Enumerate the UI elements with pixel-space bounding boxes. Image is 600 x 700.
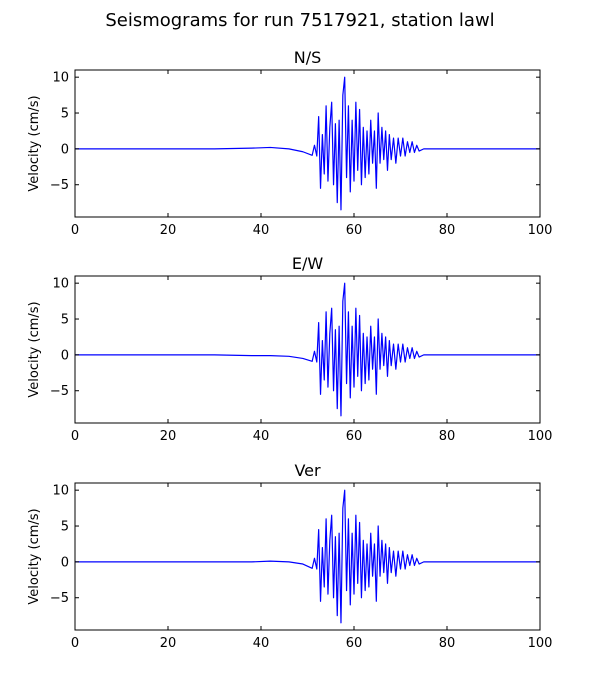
x-tick-label: 60 [346,636,363,651]
y-axis-label: Velocity (cm/s) [27,95,42,191]
x-tick-label: 80 [439,429,456,444]
y-tick-label: 0 [61,348,69,363]
x-tick-label: 60 [346,223,363,238]
figure-title: Seismograms for run 7517921, station law… [105,10,495,31]
x-tick-label: 0 [71,636,79,651]
panel-1: N/S 0 20 40 60 80 100 −5 0 5 10 Velocity (cm/s) [27,48,552,238]
panel-3: Ver 0 20 40 60 80 100 −5 0 5 10 Velocity (cm/s) [27,461,552,651]
panel-2: E/W 0 20 40 60 80 100 −5 0 5 10 Velocity (cm/s) [27,254,552,444]
y-tick-label: 0 [61,555,69,570]
panel-title: E/W [292,254,324,273]
y-tick-label: −5 [50,384,69,399]
y-tick-label: −5 [50,591,69,606]
x-tick-label: 20 [160,223,177,238]
x-tick-label: 40 [253,429,270,444]
y-tick-label: 5 [61,520,69,535]
x-tick-label: 20 [160,636,177,651]
x-tick-label: 40 [253,223,270,238]
y-tick-label: 10 [52,484,69,499]
x-tick-label: 0 [71,223,79,238]
x-tick-label: 0 [71,429,79,444]
x-tick-label: 40 [253,636,270,651]
panel-title: N/S [294,48,322,67]
y-axis-label: Velocity (cm/s) [27,301,42,397]
x-tick-label: 100 [528,223,553,238]
y-tick-label: −5 [50,178,69,193]
plot-frame [74,69,541,218]
x-tick-label: 100 [528,636,553,651]
x-tick-label: 20 [160,429,177,444]
panel-title: Ver [294,461,321,480]
x-tick-label: 60 [346,429,363,444]
series-line [75,282,540,417]
y-tick-label: 10 [52,71,69,86]
y-axis-label: Velocity (cm/s) [27,508,42,604]
y-tick-label: 0 [61,142,69,157]
y-tick-label: 10 [52,277,69,292]
plot-frame [74,482,541,631]
series-line [75,76,540,211]
y-tick-label: 5 [61,313,69,328]
plot-frame [74,275,541,424]
series-line [75,489,540,624]
x-tick-label: 100 [528,429,553,444]
x-tick-label: 80 [439,223,456,238]
y-tick-label: 5 [61,107,69,122]
x-tick-label: 80 [439,636,456,651]
